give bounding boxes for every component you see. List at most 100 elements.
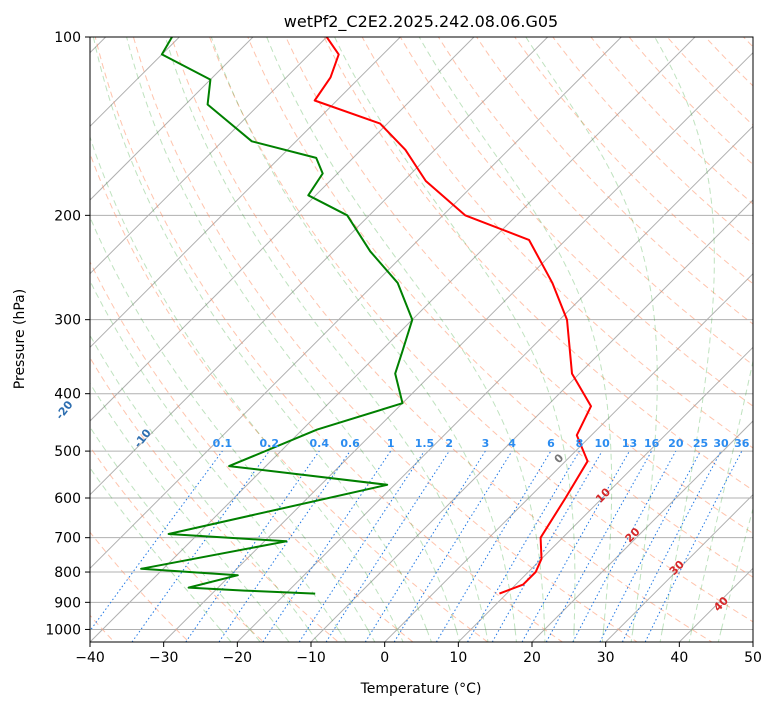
x-tick-label: −30 (149, 650, 179, 666)
moist-adiabat-line (630, 629, 634, 642)
mixing-ratio-label: 2 (445, 437, 453, 450)
dry-adiabat-line (475, 37, 753, 325)
mixing-ratio-line (435, 450, 552, 642)
moist-adiabat-line (249, 629, 261, 642)
mixing-ratio-line (185, 450, 320, 642)
mixing-ratio-line (298, 450, 425, 642)
mixing-ratio-line (218, 450, 351, 642)
moist-adiabat-line (455, 629, 461, 642)
dry-adiabat-line (437, 37, 753, 366)
moist-adiabat-line (601, 629, 604, 642)
mixing-ratio-label: 10 (594, 437, 610, 450)
moist-adiabat-line (720, 506, 753, 630)
series-layer (140, 37, 592, 595)
mixing-ratio-label: 30 (713, 437, 729, 450)
moist-adiabat-line (90, 279, 339, 630)
isotherm-line (310, 199, 753, 642)
mixing-ratio-line (325, 450, 450, 642)
isotherm-line (90, 37, 328, 275)
mixing-ratio-label: 0.4 (310, 437, 330, 450)
moist-adiabat-line (308, 629, 319, 642)
y-axis-label: Pressure (hPa) (12, 289, 28, 389)
x-tick-label: 20 (523, 650, 541, 666)
x-tick-label: −40 (75, 650, 105, 666)
moist-adiabat-line (659, 629, 663, 642)
dry-adiabat-line (514, 37, 753, 285)
x-tick-label: −10 (296, 650, 326, 666)
dry-adiabat-line (90, 356, 340, 642)
x-tick-label: 40 (670, 650, 688, 666)
moist-adiabat-line (367, 629, 376, 642)
moist-adiabat-label: 10 (593, 485, 613, 505)
x-axis-label: Temperature (°C) (360, 681, 482, 697)
moist-adiabat-line (717, 629, 722, 642)
mixing-ratio-label: 3 (482, 437, 490, 450)
moist-adiabat-line (573, 629, 575, 642)
mixing-ratio-line (131, 450, 270, 642)
isotherm-line (384, 272, 753, 642)
dry-adiabat-line (285, 37, 753, 535)
mixing-ratio-label: 36 (734, 437, 750, 450)
dry-adiabat-line (628, 37, 753, 166)
mixing-ratio-label: 0.2 (260, 437, 280, 450)
mixing-ratio-line (521, 450, 630, 642)
isotherm-line (531, 420, 753, 642)
mixing-ratio-label: 6 (547, 437, 555, 450)
y-tick-label: 900 (54, 595, 81, 611)
y-tick-label: 1000 (45, 622, 81, 638)
mixing-ratio-label: 8 (576, 437, 584, 450)
y-tick-label: 100 (54, 30, 81, 46)
isotherm-line (163, 51, 753, 642)
moist-adiabat-line (164, 37, 487, 630)
x-tick-label: 10 (449, 650, 467, 666)
dry-adiabat-line (755, 10, 775, 654)
x-tick-label: 30 (597, 650, 615, 666)
moist-adiabat-line (90, 467, 221, 630)
moist-adiabat-label: 0 (552, 451, 567, 466)
chart-title: wetPf2_C2E2.2025.242.08.06.G05 (284, 12, 558, 32)
mixing-ratio-line (599, 450, 701, 642)
x-tick-label: −20 (223, 650, 253, 666)
mixing-ratio-line (262, 450, 392, 642)
isotherm-line (236, 125, 753, 642)
isotherm-line (678, 567, 753, 642)
moist-adiabat-label: 30 (667, 558, 687, 578)
moist-adiabat-line (334, 37, 576, 630)
moist-adiabat-line (266, 37, 546, 630)
dry-adiabat-line (90, 152, 489, 642)
mixing-ratio-label: 1 (387, 437, 395, 450)
mixing-ratio-label: 0.1 (213, 437, 233, 450)
mixing-ratio-label: 4 (508, 437, 516, 450)
mixing-ratio-line (572, 450, 677, 642)
dry-adiabat-line (323, 37, 753, 491)
x-tick-label: 0 (380, 650, 389, 666)
isotherm-line (90, 37, 696, 642)
moist-adiabat-line (691, 358, 753, 630)
mixing-ratio-label: 1.5 (415, 437, 435, 450)
y-tick-label: 200 (54, 208, 81, 224)
moist-adiabat-line (426, 629, 432, 642)
moist-adiabat-line (90, 135, 398, 630)
mixing-ratio-label: 0.6 (340, 437, 360, 450)
moist-adiabat-line (126, 37, 457, 630)
dry-adiabat-line (361, 37, 753, 449)
moist-adiabat-line (485, 629, 489, 642)
y-tick-label: 300 (54, 313, 81, 329)
y-tick-label: 500 (54, 444, 81, 460)
plot-frame (89, 36, 754, 643)
mixing-ratio-line (545, 450, 653, 642)
moist-adiabat-line (92, 37, 428, 630)
axes: −40 −30 −20 −10 0 10 20 30 40 5010020030040050060… (45, 30, 762, 666)
isotherm-line (90, 37, 549, 496)
dry-adiabat-line (247, 37, 753, 578)
moist-adiabat-line (90, 426, 251, 630)
dry-adiabat-line (132, 37, 638, 642)
moist-adiabat-line (220, 629, 232, 642)
temperature-profile-line (313, 37, 592, 595)
y-tick-label: 400 (54, 387, 81, 403)
mixing-ratio-label: 16 (644, 437, 660, 450)
isotherm-line (752, 641, 753, 642)
mixing-ratio-label: 25 (693, 437, 708, 450)
mixing-ratio-line (491, 450, 603, 642)
